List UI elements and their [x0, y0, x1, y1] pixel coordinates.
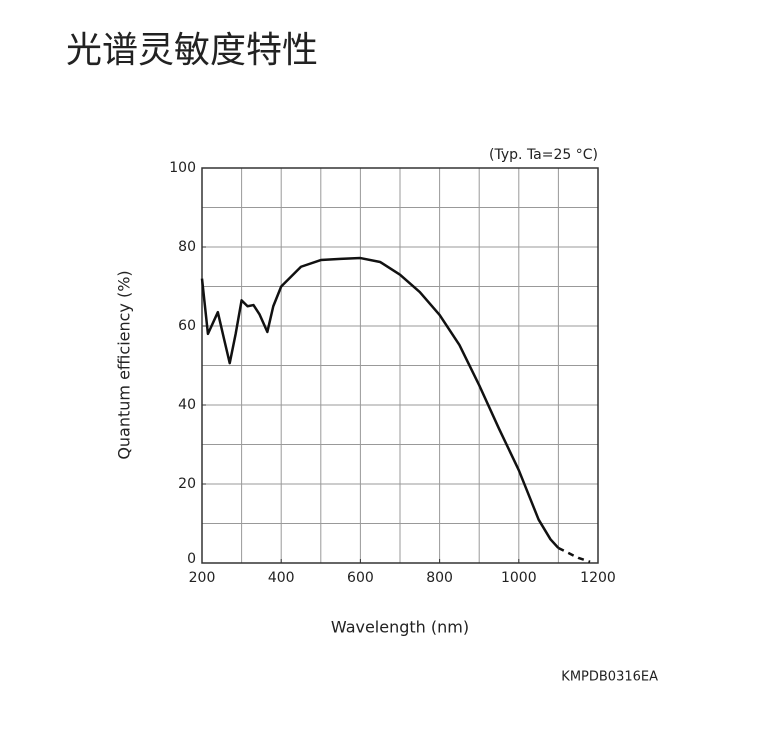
plot-frame — [201, 167, 599, 564]
x-tick-label: 1200 — [580, 570, 616, 586]
x-tick-label: 600 — [347, 570, 374, 586]
x-tick-label: 800 — [426, 570, 453, 586]
x-tick-label: 1000 — [501, 570, 537, 586]
y-tick-label: 20 — [178, 476, 196, 492]
data-line — [200, 256, 560, 549]
y-tick-label: 60 — [178, 318, 196, 334]
x-axis-label: Wavelength (nm) — [331, 618, 469, 637]
y-tick-label: 0 — [187, 551, 196, 567]
y-tick-label: 80 — [178, 239, 196, 255]
y-axis-label: Quantum efficiency (%) — [115, 270, 134, 459]
y-tick-label: 100 — [169, 160, 196, 176]
annotation: (Typ. Ta=25 °C) — [489, 147, 598, 163]
chart-title: 光谱灵敏度特性 — [66, 30, 318, 71]
x-tick-label: 200 — [189, 570, 216, 586]
data-line — [557, 546, 591, 564]
x-tick-label: 400 — [268, 570, 295, 586]
footer-code: KMPDB0316EA — [561, 670, 658, 685]
y-tick-label: 40 — [178, 397, 196, 413]
